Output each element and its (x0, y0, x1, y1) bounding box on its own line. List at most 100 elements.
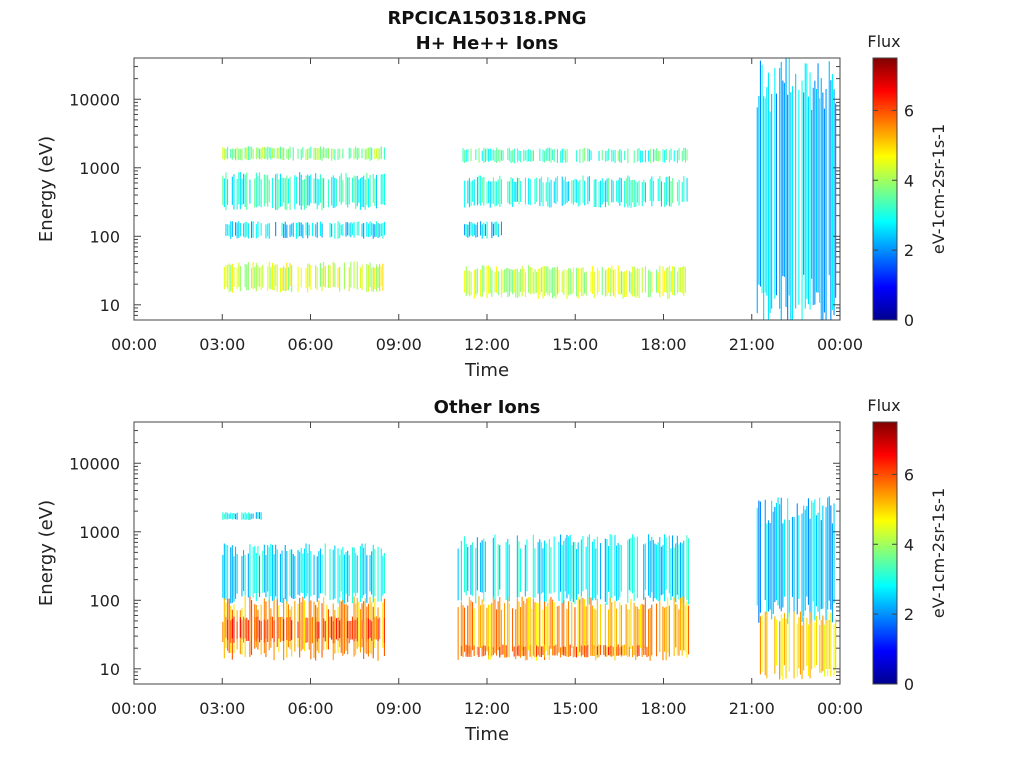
flux-strip (267, 545, 269, 592)
flux-strip (233, 556, 235, 602)
flux-strip (225, 512, 227, 520)
flux-strip (548, 645, 550, 655)
flux-strip (223, 513, 225, 520)
flux-strip (830, 505, 832, 610)
flux-strip (268, 261, 270, 289)
flux-strip (318, 179, 320, 206)
flux-strip (502, 150, 504, 161)
flux-strip (624, 180, 626, 208)
flux-strip (291, 265, 293, 293)
flux-strip (235, 546, 237, 599)
flux-strip (507, 539, 509, 601)
flux-strip (644, 182, 646, 203)
flux-strip (665, 537, 667, 590)
x-tick-label: 00:00 (817, 699, 863, 718)
flux-strip (497, 601, 499, 651)
flux-strip (481, 224, 483, 239)
flux-strip (339, 222, 341, 238)
flux-strip (609, 597, 611, 657)
flux-strip (307, 552, 309, 594)
flux-strip (270, 616, 272, 642)
flux-strip (814, 80, 816, 305)
flux-strip (779, 621, 781, 680)
flux-strip (638, 180, 640, 206)
flux-strip (233, 174, 235, 210)
flux-strip (496, 147, 498, 163)
flux-strip (504, 269, 506, 293)
flux-strip (342, 546, 344, 605)
flux-strip (321, 554, 323, 594)
flux-strip (307, 617, 309, 643)
flux-strip (247, 146, 249, 161)
flux-strip (252, 513, 254, 519)
flux-strip (249, 146, 251, 160)
flux-strip (553, 602, 555, 648)
flux-strip (648, 646, 650, 657)
y-axis: 10 100 1000 10000 (69, 421, 840, 685)
flux-strip (364, 598, 366, 653)
x-tick-label: 00:00 (111, 699, 157, 718)
flux-strip (524, 544, 526, 597)
flux-strip (520, 607, 522, 658)
flux-strip (299, 551, 301, 596)
flux-strip (555, 644, 557, 656)
flux-strip (464, 607, 466, 652)
x-tick-label: 03:00 (199, 699, 245, 718)
flux-strip (651, 271, 653, 293)
flux-strip (807, 498, 809, 605)
flux-strip (823, 108, 825, 313)
flux-strip (241, 512, 243, 520)
flux-strip (564, 646, 566, 657)
flux-strip (537, 603, 539, 649)
flux-strip (540, 542, 542, 595)
flux-strip (492, 223, 494, 236)
flux-strip (833, 624, 835, 676)
flux-strip (366, 617, 368, 642)
flux-strip (476, 268, 478, 294)
flux-strip (580, 645, 582, 657)
flux-strip (311, 222, 313, 237)
flux-strip (561, 545, 563, 605)
flux-strip (815, 515, 817, 607)
flux-strip (276, 549, 278, 600)
flux-strip (758, 500, 760, 623)
flux-strip (780, 497, 782, 612)
flux-strip (590, 271, 592, 293)
flux-strip (616, 180, 618, 202)
flux-strip (521, 265, 523, 297)
flux-strip (233, 149, 235, 159)
flux-strip (358, 602, 360, 648)
flux-strip (644, 150, 646, 163)
flux-strip (664, 534, 666, 602)
flux-strip (600, 645, 602, 655)
flux-strip (363, 175, 365, 208)
flux-strip (236, 512, 238, 520)
flux-strip (244, 618, 246, 639)
flux-strip (292, 147, 294, 161)
flux-strip (363, 223, 365, 239)
flux-strip (790, 92, 792, 320)
flux-strip (534, 269, 536, 294)
flux-strip (761, 615, 763, 672)
flux-strip (483, 147, 485, 163)
flux-strip (516, 646, 518, 656)
colorbar-tick-label: 0 (904, 311, 914, 330)
flux-strip (267, 223, 269, 237)
flux-strip (625, 270, 627, 297)
flux-strip (372, 544, 374, 603)
flux-strip (283, 223, 285, 238)
flux-strip (656, 269, 658, 293)
flux-strip (582, 646, 584, 655)
flux-strip (303, 600, 305, 652)
flux-strip (627, 540, 629, 603)
flux-strip (822, 615, 824, 672)
flux-strip (563, 540, 565, 605)
flux-strip (494, 150, 496, 163)
flux-strip (355, 552, 357, 597)
flux-region (457, 596, 690, 661)
flux-strip (622, 272, 624, 299)
flux-strip (633, 179, 635, 208)
flux-strip (791, 86, 793, 320)
flux-strip (827, 611, 829, 677)
flux-strip (249, 544, 251, 603)
